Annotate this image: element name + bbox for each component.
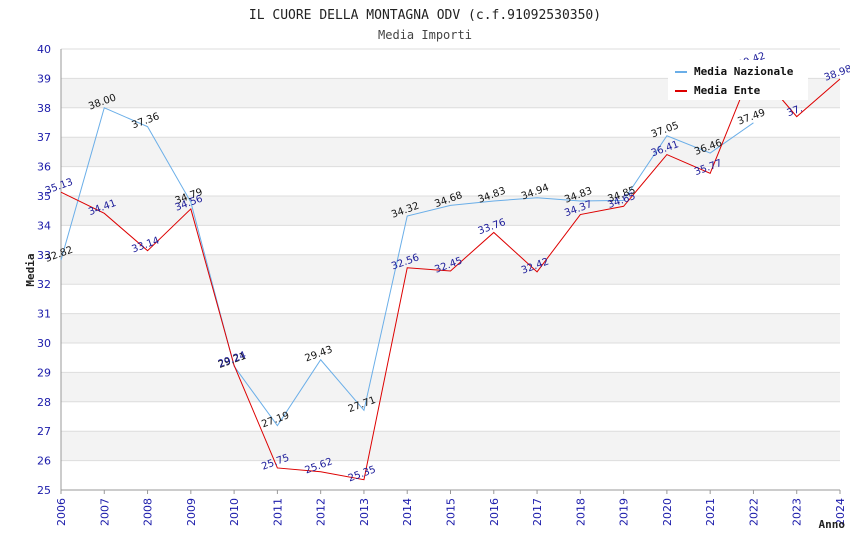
data-label-nazionale: 37.36 xyxy=(130,111,161,131)
data-label-ente: 33.14 xyxy=(130,235,161,255)
x-axis-label: Anno xyxy=(819,518,846,531)
band-26 xyxy=(61,431,840,461)
y-tick-label: 31 xyxy=(37,308,51,321)
data-label-ente: 29.24 xyxy=(217,350,248,370)
x-tick-label: 2013 xyxy=(358,498,371,526)
x-tick-label: 2011 xyxy=(271,498,284,526)
series-lines xyxy=(60,65,841,481)
series-line-media-nazionale xyxy=(60,107,754,427)
x-tick-label: 2018 xyxy=(574,498,587,526)
y-axis-ticks: 25 26 27 28 29 30 31 32 33 34 35 36 37 38 39 40 xyxy=(37,43,51,497)
y-tick-label: 34 xyxy=(37,219,51,232)
y-axis-label: Media xyxy=(24,253,37,286)
data-label-nazionale: 27.19 xyxy=(260,410,291,430)
x-tick-label: 2024 xyxy=(834,498,847,526)
x-tick-label: 2020 xyxy=(661,498,674,526)
y-tick-label: 33 xyxy=(37,249,51,262)
data-label-ente: 35.13 xyxy=(44,177,75,197)
y-tick-label: 39 xyxy=(37,72,51,85)
x-tick-label: 2014 xyxy=(401,498,414,526)
x-tick-label: 2012 xyxy=(315,498,328,526)
y-tick-label: 38 xyxy=(37,102,51,115)
x-tick-label: 2021 xyxy=(704,498,717,526)
band-28 xyxy=(61,372,840,402)
legend-label-media-nazionale: Media Nazionale xyxy=(694,65,794,78)
legend-background xyxy=(668,60,808,100)
x-axis-ticks: 2006 2007 2008 2009 2010 2011 2012 2013 2014 2015… xyxy=(55,490,847,526)
chart-subtitle: Media Importi xyxy=(378,28,472,42)
data-label-nazionale: 29.43 xyxy=(303,344,334,364)
y-tick-label: 25 xyxy=(37,484,51,497)
y-tick-label: 27 xyxy=(37,425,51,438)
data-label-ente: 25.35 xyxy=(347,464,378,484)
x-tick-label: 2015 xyxy=(445,498,458,526)
y-tick-label: 37 xyxy=(37,131,51,144)
y-tick-label: 30 xyxy=(37,337,51,350)
y-tick-label: 26 xyxy=(37,455,51,468)
x-tick-label: 2008 xyxy=(142,498,155,526)
band-36 xyxy=(61,137,840,167)
y-tick-label: 36 xyxy=(37,161,51,174)
x-tick-label: 2017 xyxy=(531,498,544,526)
series-line-media-ente xyxy=(60,65,841,481)
y-tick-label: 35 xyxy=(37,190,51,203)
legend: Media Nazionale Media Ente xyxy=(668,60,808,100)
band-32 xyxy=(61,254,840,285)
x-tick-label: 2019 xyxy=(618,498,631,526)
x-tick-label: 2010 xyxy=(228,498,241,526)
y-tick-label: 28 xyxy=(37,396,51,409)
x-tick-label: 2022 xyxy=(747,498,760,526)
data-label-ente: 37. xyxy=(786,103,805,119)
x-tick-label: 2023 xyxy=(791,498,804,526)
x-tick-label: 2007 xyxy=(98,498,111,526)
band-30 xyxy=(61,313,840,343)
y-tick-label: 29 xyxy=(37,366,51,379)
x-tick-label: 2009 xyxy=(185,498,198,526)
legend-label-media-ente: Media Ente xyxy=(694,84,761,97)
y-tick-label: 40 xyxy=(37,43,51,56)
y-tick-label: 32 xyxy=(37,278,51,291)
x-tick-label: 2016 xyxy=(488,498,501,526)
chart-title: IL CUORE DELLA MONTAGNA ODV (c.f.9109253… xyxy=(249,8,601,23)
x-tick-label: 2006 xyxy=(55,498,68,526)
